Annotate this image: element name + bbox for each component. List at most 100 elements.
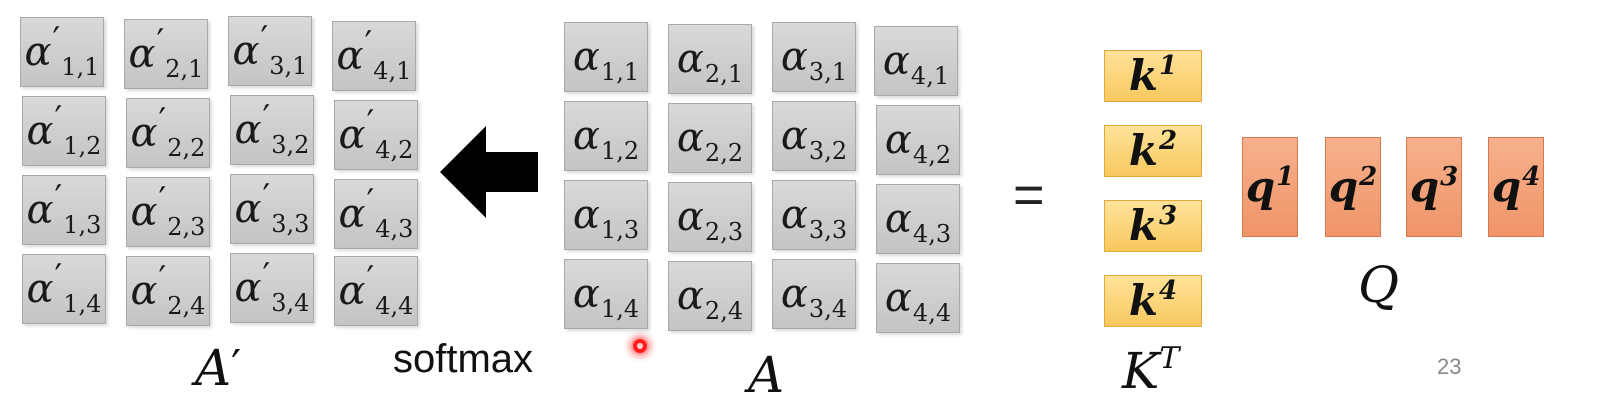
subscript: 2,1 xyxy=(704,60,744,88)
alpha-symbol: α xyxy=(882,38,910,84)
prime-mark: ′ xyxy=(366,182,375,222)
alpha-symbol: α xyxy=(338,268,366,314)
a-prime-cell: α′2,1 xyxy=(124,19,208,89)
prime-mark: ′ xyxy=(158,101,167,141)
prime-mark: ′ xyxy=(158,180,167,220)
alpha-symbol: α xyxy=(884,275,912,321)
a-prime-cell: α′3,1 xyxy=(228,16,312,86)
alpha-symbol: α xyxy=(338,191,366,237)
subscript: 1,1 xyxy=(600,58,640,86)
alpha-symbol: α xyxy=(572,113,600,159)
a-prime-cell: α′1,3 xyxy=(22,175,106,245)
query-vector: q2 xyxy=(1325,137,1381,237)
alpha-symbol: α xyxy=(676,36,704,82)
alpha-symbol: α xyxy=(338,112,366,158)
subscript: 1,3 xyxy=(600,216,640,244)
laser-pointer-dot xyxy=(631,337,649,355)
equals-sign: = xyxy=(1013,165,1045,225)
alpha-symbol: α xyxy=(572,192,600,238)
subscript: 2,4 xyxy=(704,297,744,325)
a-prime-cell: α′4,2 xyxy=(334,100,418,170)
subscript: 1,3 xyxy=(63,211,102,239)
prime-mark: ′ xyxy=(262,177,271,217)
left-arrow-icon xyxy=(440,126,538,218)
a-prime-cell: α′3,3 xyxy=(230,174,314,244)
alpha-symbol: α xyxy=(780,192,808,238)
a-cell: α4,2 xyxy=(876,105,960,175)
subscript: 4,2 xyxy=(912,141,952,169)
subscript: 3,1 xyxy=(269,52,308,80)
a-cell: α4,4 xyxy=(876,263,960,333)
a-prime-cell: α′2,3 xyxy=(126,177,210,247)
a-cell: α1,1 xyxy=(564,22,648,92)
subscript: 3,1 xyxy=(808,58,848,86)
a-cell: α4,1 xyxy=(874,26,958,96)
subscript: 3,2 xyxy=(808,137,848,165)
subscript: 4,1 xyxy=(373,57,412,85)
prime-mark: ′ xyxy=(54,99,63,139)
query-symbol: q xyxy=(1491,162,1522,211)
key-symbol: k xyxy=(1128,201,1158,250)
alpha-symbol: α xyxy=(24,29,52,75)
alpha-symbol: α xyxy=(26,187,54,233)
a-cell: α3,4 xyxy=(772,259,856,329)
query-vector: q3 xyxy=(1406,137,1462,237)
alpha-symbol: α xyxy=(26,266,54,312)
alpha-symbol: α xyxy=(780,34,808,80)
alpha-symbol: α xyxy=(128,31,156,77)
a-label: A xyxy=(748,346,785,404)
key-vector: k1 xyxy=(1104,50,1202,102)
key-symbol: k xyxy=(1128,126,1158,175)
subscript: 1,2 xyxy=(63,132,102,160)
query-symbol: q xyxy=(1409,162,1440,211)
superscript: 4 xyxy=(1159,276,1178,306)
a-cell: α3,2 xyxy=(772,101,856,171)
prime-mark: ′ xyxy=(260,19,269,59)
key-symbol: k xyxy=(1128,51,1158,100)
alpha-symbol: α xyxy=(676,115,704,161)
subscript: 4,4 xyxy=(375,292,414,320)
a-cell: α1,4 xyxy=(564,259,648,329)
key-vector: k2 xyxy=(1104,125,1202,177)
a-prime-cell: α′4,4 xyxy=(334,256,418,326)
subscript: 1,4 xyxy=(600,295,640,323)
prime-mark: ′ xyxy=(231,341,242,392)
subscript: 4,4 xyxy=(912,299,952,327)
page-number: 23 xyxy=(1437,354,1462,379)
a-prime-cell: α′2,4 xyxy=(126,256,210,326)
a-cell: α2,3 xyxy=(668,182,752,252)
superscript: 1 xyxy=(1276,162,1295,192)
alpha-symbol: α xyxy=(780,271,808,317)
alpha-symbol: α xyxy=(234,107,262,153)
subscript: 3,4 xyxy=(271,289,310,317)
subscript: 2,4 xyxy=(167,292,206,320)
prime-mark: ′ xyxy=(366,259,375,299)
subscript: 3,3 xyxy=(271,210,310,238)
a-prime-cell: α′3,4 xyxy=(230,253,314,323)
prime-mark: ′ xyxy=(364,24,373,64)
q-label: Q xyxy=(1358,256,1399,314)
a-prime-cell: α′4,3 xyxy=(334,179,418,249)
superscript: 1 xyxy=(1159,51,1178,81)
key-symbol: k xyxy=(1128,276,1158,325)
subscript: 1,2 xyxy=(600,137,640,165)
alpha-symbol: α xyxy=(884,117,912,163)
query-vector: q4 xyxy=(1488,137,1544,237)
alpha-symbol: α xyxy=(26,108,54,154)
subscript: 2,1 xyxy=(165,55,204,83)
subscript: 4,2 xyxy=(375,136,414,164)
a-cell: α4,3 xyxy=(876,184,960,254)
alpha-symbol: α xyxy=(130,268,158,314)
superscript: 2 xyxy=(1159,126,1178,156)
alpha-symbol: α xyxy=(572,271,600,317)
prime-mark: ′ xyxy=(156,22,165,62)
prime-mark: ′ xyxy=(54,257,63,297)
prime-mark: ′ xyxy=(54,178,63,218)
a-prime-cell: α′3,2 xyxy=(230,95,314,165)
subscript: 2,2 xyxy=(704,139,744,167)
subscript: 4,3 xyxy=(912,220,952,248)
alpha-symbol: α xyxy=(572,34,600,80)
alpha-symbol: α xyxy=(780,113,808,159)
superscript: 4 xyxy=(1522,162,1541,192)
subscript: 3,2 xyxy=(271,131,310,159)
